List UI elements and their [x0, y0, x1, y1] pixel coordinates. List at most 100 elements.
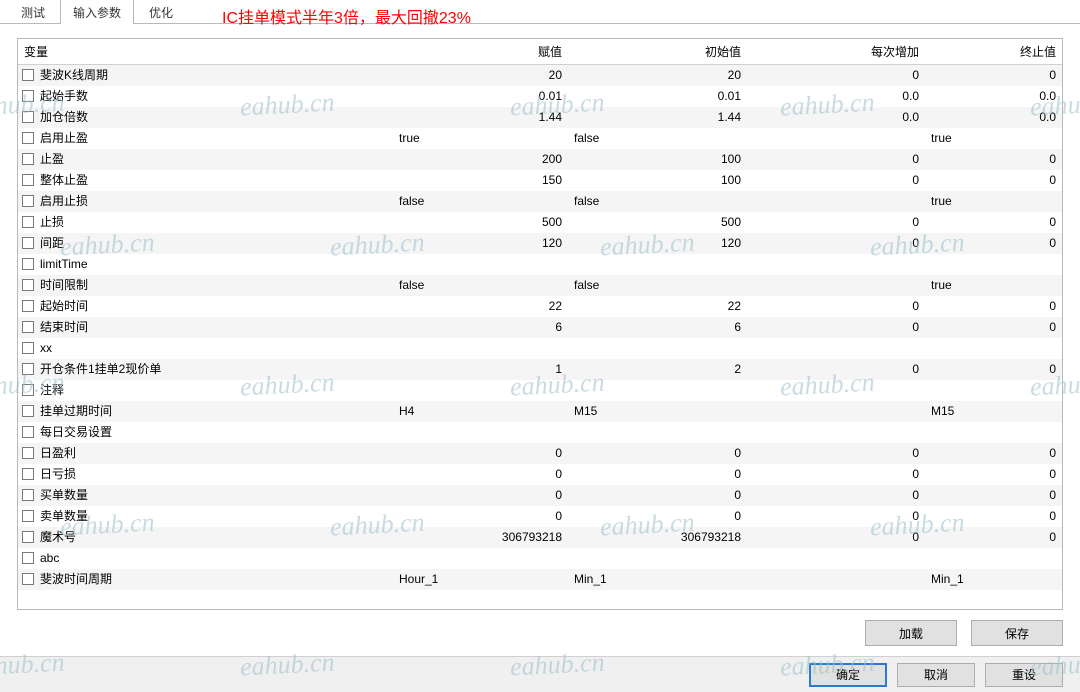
cell-step[interactable]: 0.0 — [747, 107, 925, 128]
table-row[interactable]: 整体止盈15010000 — [18, 170, 1062, 191]
cell-initial[interactable]: M15 — [568, 401, 747, 422]
table-row[interactable]: xx — [18, 338, 1062, 359]
row-checkbox[interactable] — [22, 237, 34, 249]
col-value[interactable]: 赋值 — [393, 39, 568, 65]
cell-stop[interactable]: 0 — [925, 485, 1062, 506]
ok-button[interactable]: 确定 — [809, 663, 887, 687]
cell-value[interactable]: Hour_1 — [393, 569, 568, 590]
table-row[interactable]: 买单数量0000 — [18, 485, 1062, 506]
cell-step[interactable] — [747, 275, 925, 296]
cell-stop[interactable]: 0 — [925, 317, 1062, 338]
cell-step[interactable]: 0 — [747, 485, 925, 506]
cell-variable[interactable]: abc — [18, 548, 393, 569]
cell-stop[interactable] — [925, 548, 1062, 569]
row-checkbox[interactable] — [22, 195, 34, 207]
cell-step[interactable]: 0 — [747, 212, 925, 233]
cell-step[interactable]: 0 — [747, 233, 925, 254]
table-row[interactable]: 止损50050000 — [18, 212, 1062, 233]
cell-value[interactable]: 0.01 — [393, 86, 568, 107]
cell-variable[interactable]: 整体止盈 — [18, 170, 393, 191]
cell-initial[interactable]: 20 — [568, 65, 747, 87]
cell-value[interactable]: 120 — [393, 233, 568, 254]
cell-step[interactable]: 0 — [747, 443, 925, 464]
table-row[interactable]: 起始时间222200 — [18, 296, 1062, 317]
cell-step[interactable] — [747, 569, 925, 590]
cell-step[interactable]: 0 — [747, 149, 925, 170]
cell-step[interactable] — [747, 254, 925, 275]
table-row[interactable]: 启用止盈truefalsetrue — [18, 128, 1062, 149]
cell-initial[interactable] — [568, 548, 747, 569]
cell-variable[interactable]: 挂单过期时间 — [18, 401, 393, 422]
cell-stop[interactable]: 0 — [925, 149, 1062, 170]
cell-initial[interactable]: Min_1 — [568, 569, 747, 590]
row-checkbox[interactable] — [22, 489, 34, 501]
cell-stop[interactable] — [925, 422, 1062, 443]
cell-stop[interactable]: 0 — [925, 233, 1062, 254]
cell-variable[interactable]: 起始时间 — [18, 296, 393, 317]
cell-value[interactable]: 6 — [393, 317, 568, 338]
cell-initial[interactable]: 0 — [568, 506, 747, 527]
cell-variable[interactable]: 斐波K线周期 — [18, 65, 393, 87]
cell-value[interactable]: true — [393, 128, 568, 149]
cell-stop[interactable]: 0 — [925, 212, 1062, 233]
cell-initial[interactable]: 2 — [568, 359, 747, 380]
cell-step[interactable]: 0 — [747, 464, 925, 485]
table-row[interactable]: limitTime — [18, 254, 1062, 275]
cell-stop[interactable] — [925, 338, 1062, 359]
cell-value[interactable]: 306793218 — [393, 527, 568, 548]
cell-value[interactable] — [393, 422, 568, 443]
cell-stop[interactable]: 0 — [925, 464, 1062, 485]
cell-initial[interactable]: 22 — [568, 296, 747, 317]
row-checkbox[interactable] — [22, 216, 34, 228]
cell-step[interactable]: 0 — [747, 170, 925, 191]
cell-stop[interactable]: true — [925, 191, 1062, 212]
cell-value[interactable]: H4 — [393, 401, 568, 422]
row-checkbox[interactable] — [22, 69, 34, 81]
cell-step[interactable]: 0.0 — [747, 86, 925, 107]
cell-stop[interactable]: 0 — [925, 506, 1062, 527]
row-checkbox[interactable] — [22, 342, 34, 354]
table-row[interactable]: 日盈利0000 — [18, 443, 1062, 464]
cell-variable[interactable]: 买单数量 — [18, 485, 393, 506]
row-checkbox[interactable] — [22, 363, 34, 375]
row-checkbox[interactable] — [22, 90, 34, 102]
cell-stop[interactable] — [925, 254, 1062, 275]
row-checkbox[interactable] — [22, 174, 34, 186]
cell-variable[interactable]: 止损 — [18, 212, 393, 233]
row-checkbox[interactable] — [22, 426, 34, 438]
cell-variable[interactable]: 结束时间 — [18, 317, 393, 338]
table-row[interactable]: 魔术号30679321830679321800 — [18, 527, 1062, 548]
table-row[interactable]: 卖单数量0000 — [18, 506, 1062, 527]
row-checkbox[interactable] — [22, 132, 34, 144]
row-checkbox[interactable] — [22, 111, 34, 123]
cell-value[interactable] — [393, 380, 568, 401]
cell-stop[interactable]: 0 — [925, 65, 1062, 87]
cell-step[interactable] — [747, 548, 925, 569]
cell-variable[interactable]: xx — [18, 338, 393, 359]
cell-variable[interactable]: 起始手数 — [18, 86, 393, 107]
cell-step[interactable] — [747, 128, 925, 149]
cell-variable[interactable]: 卖单数量 — [18, 506, 393, 527]
cell-stop[interactable]: M15 — [925, 401, 1062, 422]
row-checkbox[interactable] — [22, 510, 34, 522]
cell-step[interactable] — [747, 338, 925, 359]
cell-step[interactable]: 0 — [747, 65, 925, 87]
cell-value[interactable] — [393, 254, 568, 275]
cell-variable[interactable]: 每日交易设置 — [18, 422, 393, 443]
row-checkbox[interactable] — [22, 258, 34, 270]
cell-step[interactable]: 0 — [747, 527, 925, 548]
cell-step[interactable] — [747, 422, 925, 443]
tab-2[interactable]: 优化 — [136, 0, 186, 24]
col-stop[interactable]: 终止值 — [925, 39, 1062, 65]
cell-initial[interactable]: false — [568, 128, 747, 149]
cell-variable[interactable]: 斐波时间周期 — [18, 569, 393, 590]
cell-value[interactable]: 0 — [393, 464, 568, 485]
cell-initial[interactable]: 120 — [568, 233, 747, 254]
cell-initial[interactable] — [568, 422, 747, 443]
table-row[interactable]: 日亏损0000 — [18, 464, 1062, 485]
table-row[interactable]: 斐波K线周期202000 — [18, 65, 1062, 87]
cell-variable[interactable]: 启用止盈 — [18, 128, 393, 149]
row-checkbox[interactable] — [22, 153, 34, 165]
col-step[interactable]: 每次增加 — [747, 39, 925, 65]
cell-variable[interactable]: 注释 — [18, 380, 393, 401]
